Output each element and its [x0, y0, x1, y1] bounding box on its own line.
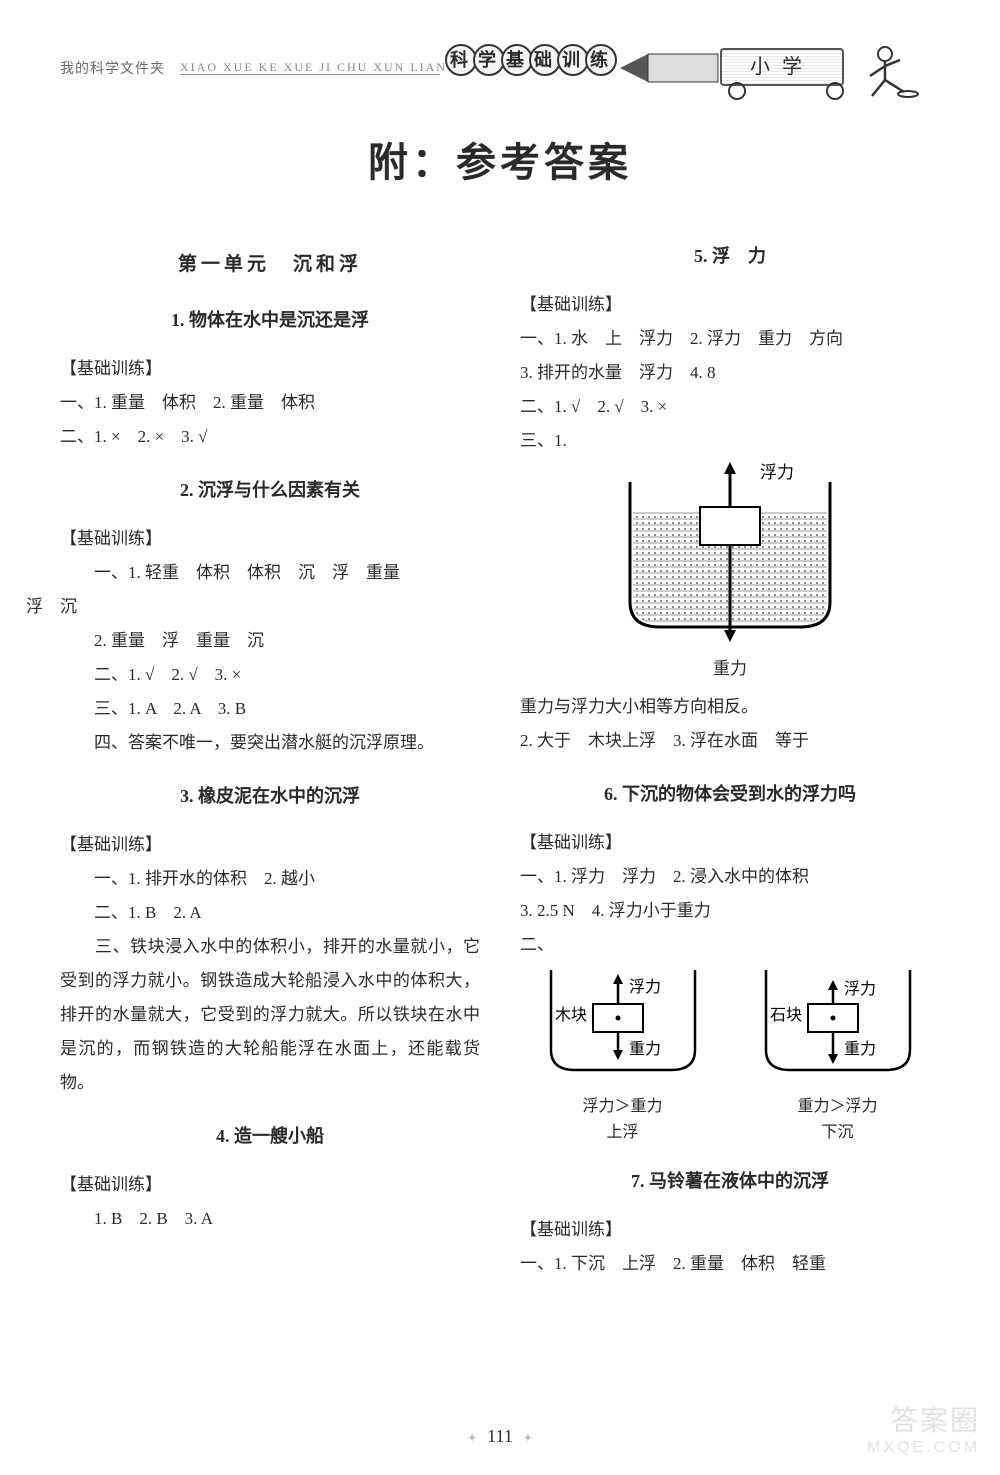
- s4-label: 【基础训练】: [60, 1168, 480, 1202]
- s5-l2: 3. 排开的水量 浮力 4. 8: [520, 356, 940, 390]
- header-badge: 科学基础训练: [445, 44, 613, 76]
- s3-l3: 三、铁块浸入水中的体积小，排开的水量就小，它受到的浮力就小。钢铁造成大轮船浸入水…: [60, 930, 480, 1100]
- s3-title: 3. 橡皮泥在水中的沉浮: [60, 778, 480, 814]
- s6-l1: 一、1. 浮力 浮力 2. 浸入水中的体积: [520, 860, 940, 894]
- s5-l6: 2. 大于 木块上浮 3. 浮在水面 等于: [520, 724, 940, 758]
- s1-label: 【基础训练】: [60, 352, 480, 386]
- s3-l1: 一、1. 排开水的体积 2. 越小: [60, 862, 480, 896]
- s5-title: 5. 浮 力: [520, 238, 940, 274]
- unit-title: 第一单元 沉和浮: [60, 246, 480, 284]
- watermark-line2: MXQE.COM: [867, 1439, 980, 1457]
- s6-diag-left: 木块 浮力 重力 浮力＞重力 上浮: [533, 962, 713, 1145]
- s5-l1: 一、1. 水 上 浮力 2. 浮力 重力 方向: [520, 322, 940, 356]
- header-box: 小学: [720, 48, 844, 86]
- s2-l4: 三、1. A 2. A 3. B: [60, 692, 480, 726]
- s5-diagram-bottom: 重力: [520, 652, 940, 686]
- svg-text:重力: 重力: [629, 1040, 661, 1058]
- right-column: 5. 浮 力 【基础训练】 一、1. 水 上 浮力 2. 浮力 重力 方向 3.…: [520, 238, 940, 1281]
- s6-left-cap1: 浮力＞重力: [533, 1094, 713, 1120]
- s2-l3: 二、1. √ 2. √ 3. ×: [60, 658, 480, 692]
- s5-diagram: 浮力 重力: [520, 462, 940, 686]
- s4-title: 4. 造一艘小船: [60, 1118, 480, 1154]
- page-number: 111: [0, 1426, 1000, 1447]
- s6-diag-right: 石块 浮力 重力 重力＞浮力 下沉: [748, 962, 928, 1145]
- s2-title: 2. 沉浮与什么因素有关: [60, 472, 480, 508]
- s6-l2: 3. 2.5 N 4. 浮力小于重力: [520, 894, 940, 928]
- s6-right-cap2: 下沉: [748, 1120, 928, 1146]
- s3-l2: 二、1. B 2. A: [60, 896, 480, 930]
- s2-l1b: 浮 沉: [26, 590, 480, 624]
- s6-l3: 二、: [520, 928, 940, 962]
- page-header: 我的科学文件夹 XIAO XUE KE XUE JI CHU XUN LIAN …: [60, 30, 940, 100]
- s1-l2: 二、1. × 2. × 3. √: [60, 420, 480, 454]
- svg-text:浮力: 浮力: [844, 980, 876, 998]
- page-title: 附：参考答案: [60, 130, 940, 188]
- s6-right-cap1: 重力＞浮力: [748, 1094, 928, 1120]
- s5-label: 【基础训练】: [520, 288, 940, 322]
- s5-l3: 二、1. √ 2. √ 3. ×: [520, 390, 940, 424]
- header-script: 我的科学文件夹: [60, 58, 165, 78]
- s7-label: 【基础训练】: [520, 1213, 940, 1247]
- s1-title: 1. 物体在水中是沉还是浮: [60, 302, 480, 338]
- svg-text:石块: 石块: [770, 1006, 802, 1024]
- person-icon: [860, 42, 950, 112]
- svg-text:浮力: 浮力: [629, 978, 661, 996]
- s2-l1a: 一、1. 轻重 体积 体积 沉 浮 重量: [60, 556, 480, 590]
- svg-text:木块: 木块: [555, 1006, 587, 1024]
- s6-label: 【基础训练】: [520, 826, 940, 860]
- content-columns: 第一单元 沉和浮 1. 物体在水中是沉还是浮 【基础训练】 一、1. 重量 体积…: [60, 238, 940, 1281]
- s7-l1: 一、1. 下沉 上浮 2. 重量 体积 轻重: [520, 1247, 940, 1281]
- watermark-line1: 答案圈: [867, 1399, 980, 1439]
- s3-label: 【基础训练】: [60, 828, 480, 862]
- s5-l5: 重力与浮力大小相等方向相反。: [520, 690, 940, 724]
- left-column: 第一单元 沉和浮 1. 物体在水中是沉还是浮 【基础训练】 一、1. 重量 体积…: [60, 238, 480, 1281]
- s2-l2: 2. 重量 浮 重量 沉: [60, 624, 480, 658]
- s6-title: 6. 下沉的物体会受到水的浮力吗: [520, 776, 940, 812]
- header-line: [180, 74, 440, 75]
- pencil-icon: [620, 50, 720, 86]
- page: 我的科学文件夹 XIAO XUE KE XUE JI CHU XUN LIAN …: [0, 0, 1000, 1475]
- s4-l1: 1. B 2. B 3. A: [60, 1202, 480, 1236]
- s5-l4: 三、1.: [520, 424, 940, 458]
- watermark: 答案圈 MXQE.COM: [867, 1399, 980, 1457]
- label-fu: 浮力: [760, 463, 794, 482]
- s6-diagrams: 木块 浮力 重力 浮力＞重力 上浮: [520, 962, 940, 1145]
- s7-title: 7. 马铃薯在液体中的沉浮: [520, 1163, 940, 1199]
- s1-l1: 一、1. 重量 体积 2. 重量 体积: [60, 386, 480, 420]
- s2-l5: 四、答案不唯一，要突出潜水艇的沉浮原理。: [60, 726, 480, 760]
- svg-text:重力: 重力: [844, 1040, 876, 1058]
- s6-left-cap2: 上浮: [533, 1120, 713, 1146]
- s2-label: 【基础训练】: [60, 522, 480, 556]
- header-pinyin: XIAO XUE KE XUE JI CHU XUN LIAN: [180, 60, 447, 75]
- buoyancy-diagram: 浮力: [600, 462, 860, 642]
